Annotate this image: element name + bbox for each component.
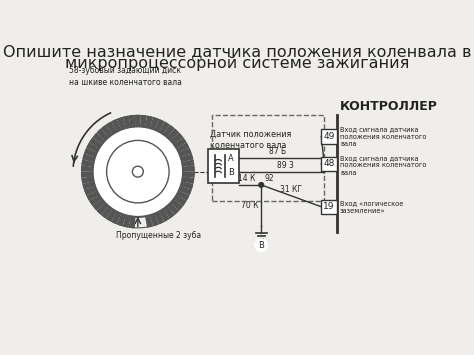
Polygon shape — [151, 118, 158, 129]
Polygon shape — [174, 138, 186, 148]
Text: 58-зубовый задающий диск
на шкиве коленчатого вала: 58-зубовый задающий диск на шкиве коленч… — [69, 66, 182, 87]
Circle shape — [107, 141, 169, 203]
Circle shape — [259, 182, 264, 187]
Text: Вход сигнала датчика
положения коленчатого
вала: Вход сигнала датчика положения коленчато… — [340, 126, 427, 147]
Polygon shape — [182, 177, 194, 183]
Text: 87 Б: 87 Б — [269, 147, 286, 156]
Polygon shape — [118, 118, 125, 129]
Text: В: В — [228, 168, 234, 177]
Polygon shape — [83, 182, 95, 189]
Bar — [321, 200, 337, 214]
Polygon shape — [93, 133, 105, 144]
Polygon shape — [181, 154, 192, 161]
Polygon shape — [129, 116, 135, 127]
Polygon shape — [87, 143, 99, 152]
Polygon shape — [183, 166, 194, 171]
Text: 48: 48 — [323, 159, 335, 168]
Text: Вход «логическое
заземление»: Вход «логическое заземление» — [340, 200, 403, 213]
Circle shape — [92, 126, 183, 217]
Polygon shape — [179, 187, 191, 195]
Text: 49: 49 — [323, 132, 335, 141]
Polygon shape — [182, 160, 194, 166]
Polygon shape — [112, 120, 120, 131]
Polygon shape — [107, 209, 116, 221]
Polygon shape — [181, 182, 192, 189]
Polygon shape — [177, 143, 189, 152]
Polygon shape — [146, 116, 152, 128]
Polygon shape — [93, 200, 105, 210]
Polygon shape — [85, 187, 97, 195]
Polygon shape — [155, 212, 164, 224]
Text: 31 КГ: 31 КГ — [280, 185, 302, 193]
Polygon shape — [83, 154, 95, 161]
Text: А: А — [228, 154, 233, 163]
Polygon shape — [129, 217, 135, 228]
Polygon shape — [85, 149, 97, 157]
Polygon shape — [168, 203, 178, 214]
Polygon shape — [124, 116, 130, 128]
Polygon shape — [168, 129, 178, 140]
Polygon shape — [141, 116, 146, 127]
Text: Вход сигнала датчика
положения коленчатого
вала: Вход сигнала датчика положения коленчато… — [340, 155, 427, 176]
Polygon shape — [136, 115, 140, 126]
Text: 14 К: 14 К — [237, 174, 255, 182]
Polygon shape — [171, 200, 182, 210]
Bar — [321, 130, 337, 143]
Polygon shape — [82, 166, 93, 171]
Polygon shape — [174, 196, 186, 205]
Text: 70 К: 70 К — [241, 201, 259, 210]
Polygon shape — [87, 191, 99, 200]
Polygon shape — [171, 133, 182, 144]
Polygon shape — [102, 126, 112, 137]
Polygon shape — [82, 177, 93, 183]
Polygon shape — [98, 129, 108, 140]
Circle shape — [255, 239, 267, 251]
Polygon shape — [177, 191, 189, 200]
Polygon shape — [155, 120, 164, 131]
Bar — [208, 149, 239, 183]
Polygon shape — [160, 209, 169, 221]
Polygon shape — [151, 214, 158, 226]
Text: Пропущенные 2 зуба: Пропущенные 2 зуба — [116, 231, 201, 240]
Polygon shape — [90, 138, 101, 148]
Polygon shape — [183, 172, 194, 177]
Polygon shape — [160, 122, 169, 134]
Polygon shape — [82, 172, 93, 177]
Polygon shape — [102, 207, 112, 218]
Text: В: В — [258, 241, 264, 250]
Polygon shape — [164, 207, 173, 218]
Text: микропроцессорной системе зажигания: микропроцессорной системе зажигания — [65, 56, 409, 71]
Polygon shape — [118, 214, 125, 226]
Polygon shape — [164, 126, 173, 137]
Text: 19: 19 — [323, 202, 335, 211]
Polygon shape — [107, 122, 116, 134]
Polygon shape — [90, 196, 101, 205]
Polygon shape — [82, 160, 93, 166]
Polygon shape — [124, 215, 130, 227]
Text: 89 3: 89 3 — [277, 161, 294, 170]
Text: КОНТРОЛЛЕР: КОНТРОЛЛЕР — [340, 100, 438, 113]
Bar — [321, 157, 337, 171]
Polygon shape — [146, 215, 152, 227]
Text: Датчик положения
коленчатого вала: Датчик положения коленчатого вала — [210, 129, 291, 150]
Polygon shape — [112, 212, 120, 224]
Text: 92: 92 — [264, 174, 274, 182]
Polygon shape — [179, 149, 191, 157]
Polygon shape — [98, 203, 108, 214]
Bar — [212, 115, 324, 201]
Text: Опишите назначение датчика положения коленвала в: Опишите назначение датчика положения кол… — [3, 45, 471, 60]
